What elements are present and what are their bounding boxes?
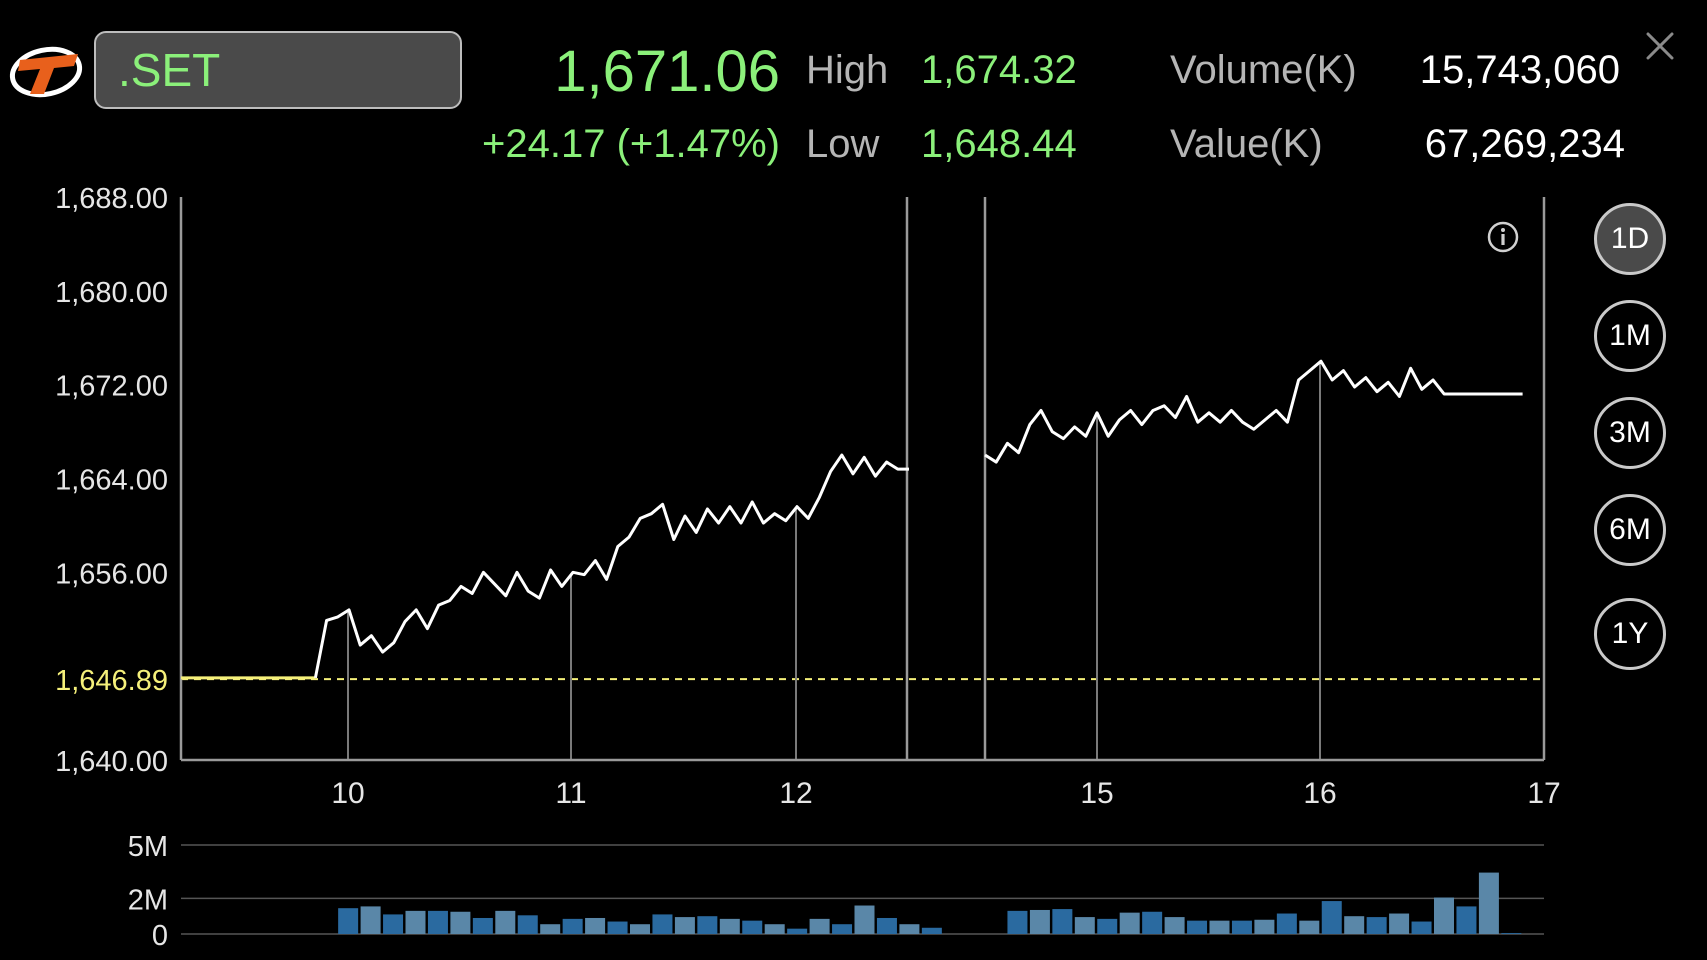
volume-bar xyxy=(876,917,897,934)
volume-bar xyxy=(540,924,561,934)
x-tick-label: 10 xyxy=(331,777,364,810)
volume-bar xyxy=(764,924,785,934)
range-button-1d[interactable]: 1D xyxy=(1594,203,1666,275)
value-label: Value(K) xyxy=(1170,122,1323,166)
volume-bar xyxy=(1187,920,1208,934)
volume-bar xyxy=(1097,918,1118,934)
volume-bar xyxy=(630,924,650,934)
volume-bar xyxy=(1209,920,1230,934)
volume-bar xyxy=(1164,917,1185,934)
volume-tick-label: 0 xyxy=(152,920,168,952)
volume-bar xyxy=(854,905,875,934)
chart-axes xyxy=(179,197,1546,762)
volume-bars xyxy=(338,872,1522,934)
volume-bar xyxy=(1321,901,1342,934)
volume-bar xyxy=(1276,913,1297,934)
volume-bar xyxy=(427,910,448,934)
volume-bar xyxy=(450,911,471,934)
volume-bar xyxy=(472,917,493,934)
volume-bar xyxy=(338,908,359,934)
volume-bar xyxy=(1478,872,1499,934)
price-line-afternoon xyxy=(984,359,1523,464)
volume-bar xyxy=(899,924,920,934)
volume-bar xyxy=(1007,910,1028,934)
volume-bar xyxy=(585,917,606,934)
volume-bar xyxy=(674,917,695,934)
volume-bar xyxy=(517,915,538,934)
volume-bar xyxy=(1434,897,1454,934)
range-button-3m[interactable]: 3M xyxy=(1594,397,1666,469)
volume-bar xyxy=(405,910,426,934)
volume-bar xyxy=(1344,916,1365,934)
volume-label: Volume(K) xyxy=(1170,48,1357,92)
info-icon[interactable] xyxy=(1487,221,1519,253)
last-price: 1,671.06 xyxy=(554,39,780,104)
y-tick-label: 1,680.00 xyxy=(55,277,168,309)
range-button-6m[interactable]: 6M xyxy=(1594,494,1666,566)
price-series xyxy=(181,359,1523,680)
volume-bar xyxy=(1254,919,1275,934)
y-tick-label: 1,664.00 xyxy=(55,465,168,497)
y-tick-label: 1,688.00 xyxy=(55,183,168,215)
low-label: Low xyxy=(806,122,880,166)
volume-tick-label: 2M xyxy=(128,884,168,916)
volume-value: 15,743,060 xyxy=(1419,48,1620,92)
volume-bar xyxy=(1501,933,1522,934)
price-line-morning xyxy=(313,453,909,679)
volume-bar xyxy=(1366,917,1387,934)
volume-bar xyxy=(787,928,808,934)
volume-bar xyxy=(697,916,718,934)
y-tick-label: 1,672.00 xyxy=(55,371,168,403)
volume-bar xyxy=(1052,909,1073,934)
volume-tick-label: 5M xyxy=(128,831,168,863)
close-icon[interactable] xyxy=(1640,26,1680,66)
volume-bar xyxy=(742,920,763,934)
low-value: 1,648.44 xyxy=(921,122,1077,166)
volume-bar xyxy=(360,906,381,934)
volume-bar xyxy=(1119,912,1140,934)
volume-bar xyxy=(809,918,830,934)
y-tick-labels: 1,688.00 1,680.00 1,672.00 1,664.00 1,656.00… xyxy=(55,183,168,952)
volume-bar xyxy=(832,924,853,934)
y-tick-label: 1,656.00 xyxy=(55,558,168,590)
x-tick-label: 16 xyxy=(1303,777,1336,810)
x-tick-label: 12 xyxy=(779,777,812,810)
x-tick-labels: 10 11 12 15 16 17 xyxy=(331,777,1560,810)
volume-bar xyxy=(1411,921,1432,934)
volume-bar xyxy=(607,921,628,934)
x-tick-label: 17 xyxy=(1527,777,1560,810)
volume-bar xyxy=(1299,920,1320,934)
volume-bar xyxy=(1029,909,1050,934)
value-value: 67,269,234 xyxy=(1424,122,1625,166)
volume-bar xyxy=(1142,911,1163,934)
volume-bar xyxy=(562,918,583,934)
range-button-1m[interactable]: 1M xyxy=(1594,300,1666,372)
x-tick-label: 11 xyxy=(555,777,586,810)
volume-bar xyxy=(495,910,516,934)
volume-bar xyxy=(1231,920,1252,934)
volume-bar xyxy=(921,927,942,934)
prev-close-label: 1,646.89 xyxy=(55,665,168,697)
volume-bar xyxy=(383,914,404,934)
volume-bar xyxy=(1074,917,1095,934)
high-label: High xyxy=(806,48,889,92)
x-tick-label: 15 xyxy=(1080,777,1113,810)
volume-bar xyxy=(1456,906,1477,934)
price-change: +24.17 (+1.47%) xyxy=(482,122,780,166)
symbol-text: .SET xyxy=(118,44,221,96)
volume-bar xyxy=(652,914,673,934)
symbol-input[interactable]: .SET xyxy=(94,31,462,109)
range-button-1y[interactable]: 1Y xyxy=(1594,598,1666,670)
volume-bar xyxy=(719,918,740,934)
volume-bar xyxy=(1389,913,1410,934)
y-tick-label: 1,640.00 xyxy=(55,746,168,778)
broker-logo xyxy=(9,46,83,98)
high-value: 1,674.32 xyxy=(921,48,1077,92)
